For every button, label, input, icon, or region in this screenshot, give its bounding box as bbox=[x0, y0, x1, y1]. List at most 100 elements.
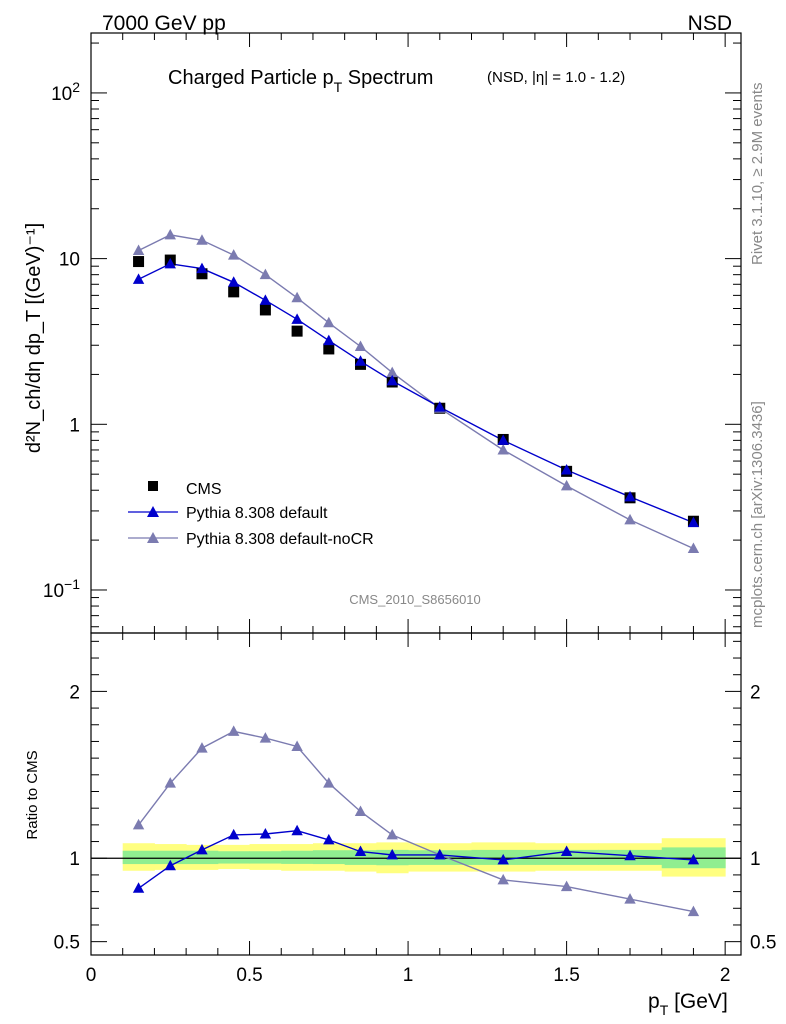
ratio-nocr-point bbox=[386, 828, 398, 840]
nocr-point bbox=[323, 316, 335, 328]
cms-point bbox=[196, 268, 208, 280]
nocr-point bbox=[497, 443, 509, 455]
nocr-point bbox=[291, 291, 303, 303]
ratio-panel: 0 0.5 1 1.5 2 0.5 0.5 1 1 2 2 bbox=[54, 632, 776, 986]
nocr-point bbox=[386, 366, 398, 378]
default-point bbox=[227, 276, 240, 287]
xlabel-tail: [GeV] bbox=[668, 990, 728, 1013]
legend-default-label: Pythia 8.308 default bbox=[186, 505, 328, 522]
ratio-nocr-point bbox=[354, 805, 367, 817]
default-point bbox=[291, 313, 303, 324]
default-point bbox=[624, 490, 636, 502]
ratio-nocr-point bbox=[687, 905, 700, 917]
default-line bbox=[138, 263, 694, 524]
energy-label: 7000 GeV pp bbox=[102, 12, 226, 35]
ratio-default-point bbox=[259, 828, 272, 839]
cms-point bbox=[259, 304, 271, 316]
nocr-point bbox=[354, 340, 367, 351]
ratio-default-point bbox=[497, 853, 509, 865]
x-tick-label: 1.5 bbox=[553, 965, 579, 986]
ratio-default-point bbox=[132, 882, 145, 893]
default-point bbox=[259, 294, 272, 305]
ratio-nocr-point bbox=[560, 880, 573, 892]
default-point bbox=[196, 262, 208, 274]
ratio-default-line bbox=[138, 829, 694, 889]
ratio-default-point bbox=[291, 824, 303, 836]
ratio-nocr-line bbox=[138, 730, 694, 913]
ratio-y-tick-label: 1 bbox=[69, 849, 80, 870]
uncertainty-band-green bbox=[217, 851, 251, 864]
main-y-tick-label: 10 bbox=[59, 250, 80, 271]
default-point bbox=[386, 374, 398, 386]
legend-nocr-marker bbox=[147, 532, 159, 543]
ratio-nocr-point bbox=[132, 818, 145, 830]
default-point bbox=[132, 273, 145, 284]
legend-cms-marker bbox=[148, 481, 158, 491]
ratio-nocr-point bbox=[497, 873, 509, 885]
uncertainty-band-green bbox=[281, 850, 314, 864]
ratio-y-tick-label-right: 0.5 bbox=[750, 933, 776, 954]
nocr-point bbox=[164, 228, 176, 240]
ratio-default-point bbox=[354, 845, 367, 857]
legend-cms-label: CMS bbox=[186, 481, 222, 498]
default-point bbox=[164, 257, 176, 269]
cms-point bbox=[323, 343, 335, 355]
ratio-default-point bbox=[164, 859, 176, 871]
ratio-nocr-point bbox=[227, 725, 240, 736]
uncertainty-band-green bbox=[344, 850, 377, 865]
chart-title: Charged Particle pT Spectrum bbox=[168, 67, 433, 95]
ratio-y-tick-label-right: 1 bbox=[750, 849, 761, 870]
main-panel: 10−1 1 10 102 bbox=[43, 32, 742, 634]
ratio-default-point bbox=[434, 848, 446, 860]
nocr-line bbox=[138, 234, 694, 550]
legend-nocr-label: Pythia 8.308 default-noCR bbox=[186, 531, 374, 548]
ratio-nocr-point bbox=[291, 740, 303, 751]
ratio-y-tick-label-right: 2 bbox=[750, 682, 761, 703]
ratio-ylabel: Ratio to CMS bbox=[24, 750, 41, 839]
process-label: NSD bbox=[688, 12, 732, 35]
analysis-tag: CMS_2010_S8656010 bbox=[349, 592, 481, 607]
main-y-tick-label: 1 bbox=[69, 415, 80, 436]
rivet-label: Rivet 3.1.10, ≥ 2.9M events bbox=[749, 83, 766, 266]
main-ylabel: d²N_ch/dη dp_T [(GeV)⁻¹] bbox=[23, 223, 45, 453]
cms-point bbox=[291, 325, 303, 337]
ratio-nocr-point bbox=[624, 893, 636, 904]
uncertainty-band-green bbox=[249, 851, 282, 864]
x-tick-label: 0.5 bbox=[236, 965, 262, 986]
ratio-nocr-point bbox=[164, 777, 176, 788]
ratio-default-point bbox=[323, 833, 335, 845]
ratio-frame bbox=[90, 632, 742, 956]
default-point bbox=[434, 401, 446, 412]
nocr-point bbox=[624, 513, 636, 525]
nocr-point bbox=[560, 479, 573, 491]
x-tick-label: 2 bbox=[720, 965, 731, 986]
x-tick-label: 0 bbox=[86, 965, 97, 986]
default-point bbox=[323, 334, 335, 346]
uncertainty-band-green bbox=[122, 850, 155, 865]
ratio-default-point bbox=[687, 853, 700, 865]
ratio-nocr-point bbox=[196, 742, 208, 753]
mcplots-label: mcplots.cern.ch [arXiv:1306.3436] bbox=[749, 401, 766, 628]
ratio-y-tick-label: 0.5 bbox=[54, 933, 80, 954]
uncertainty-band-green bbox=[154, 850, 187, 865]
legend: CMS Pythia 8.308 default Pythia 8.308 de… bbox=[128, 481, 374, 548]
cms-point bbox=[133, 256, 145, 268]
ratio-nocr-point bbox=[259, 732, 272, 743]
ratio-default-point bbox=[386, 848, 398, 860]
x-tick-label: 1 bbox=[403, 965, 414, 986]
xlabel-sub: T bbox=[660, 1002, 669, 1018]
ratio-nocr-point bbox=[323, 777, 335, 788]
title-tail: Spectrum bbox=[342, 67, 433, 89]
legend-default-marker bbox=[147, 506, 159, 517]
default-point bbox=[687, 516, 700, 528]
ratio-y-tick-label: 2 bbox=[69, 682, 80, 703]
title-sub: T bbox=[334, 79, 343, 95]
ratio-default-point bbox=[227, 828, 240, 840]
ratio-default-point bbox=[196, 843, 208, 855]
cms-point bbox=[228, 286, 240, 298]
title-main: Charged Particle p bbox=[168, 67, 334, 89]
chart-subtitle: (NSD, |η| = 1.0 - 1.2) bbox=[487, 69, 625, 86]
ratio-default-point bbox=[624, 849, 636, 861]
default-point bbox=[560, 463, 573, 475]
nocr-point bbox=[132, 244, 145, 255]
